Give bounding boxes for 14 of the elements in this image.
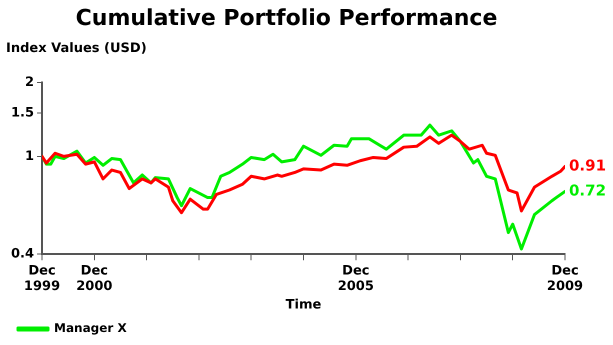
x-axis-title: Time [286,298,322,313]
y-tick-label: 0.4 [11,246,34,262]
y-axis-title: Index Values (USD) [6,41,147,56]
data-label: 0.72 [569,181,606,200]
x-tick-label: Dec 1999 [24,263,60,294]
y-tick-label: 1.5 [11,105,34,120]
legend-label: Manager X [54,321,128,336]
y-tick-label: 2 [24,74,34,90]
data-label: 0.91 [569,156,606,174]
x-tick-label: Dec 2009 [546,263,584,294]
chart-title: Cumulative Portfolio Performance [76,6,498,31]
x-tick-label: Dec 2005 [338,263,374,294]
x-tick-label: Dec 2000 [76,263,112,294]
y-tick-label: 1 [24,148,34,164]
